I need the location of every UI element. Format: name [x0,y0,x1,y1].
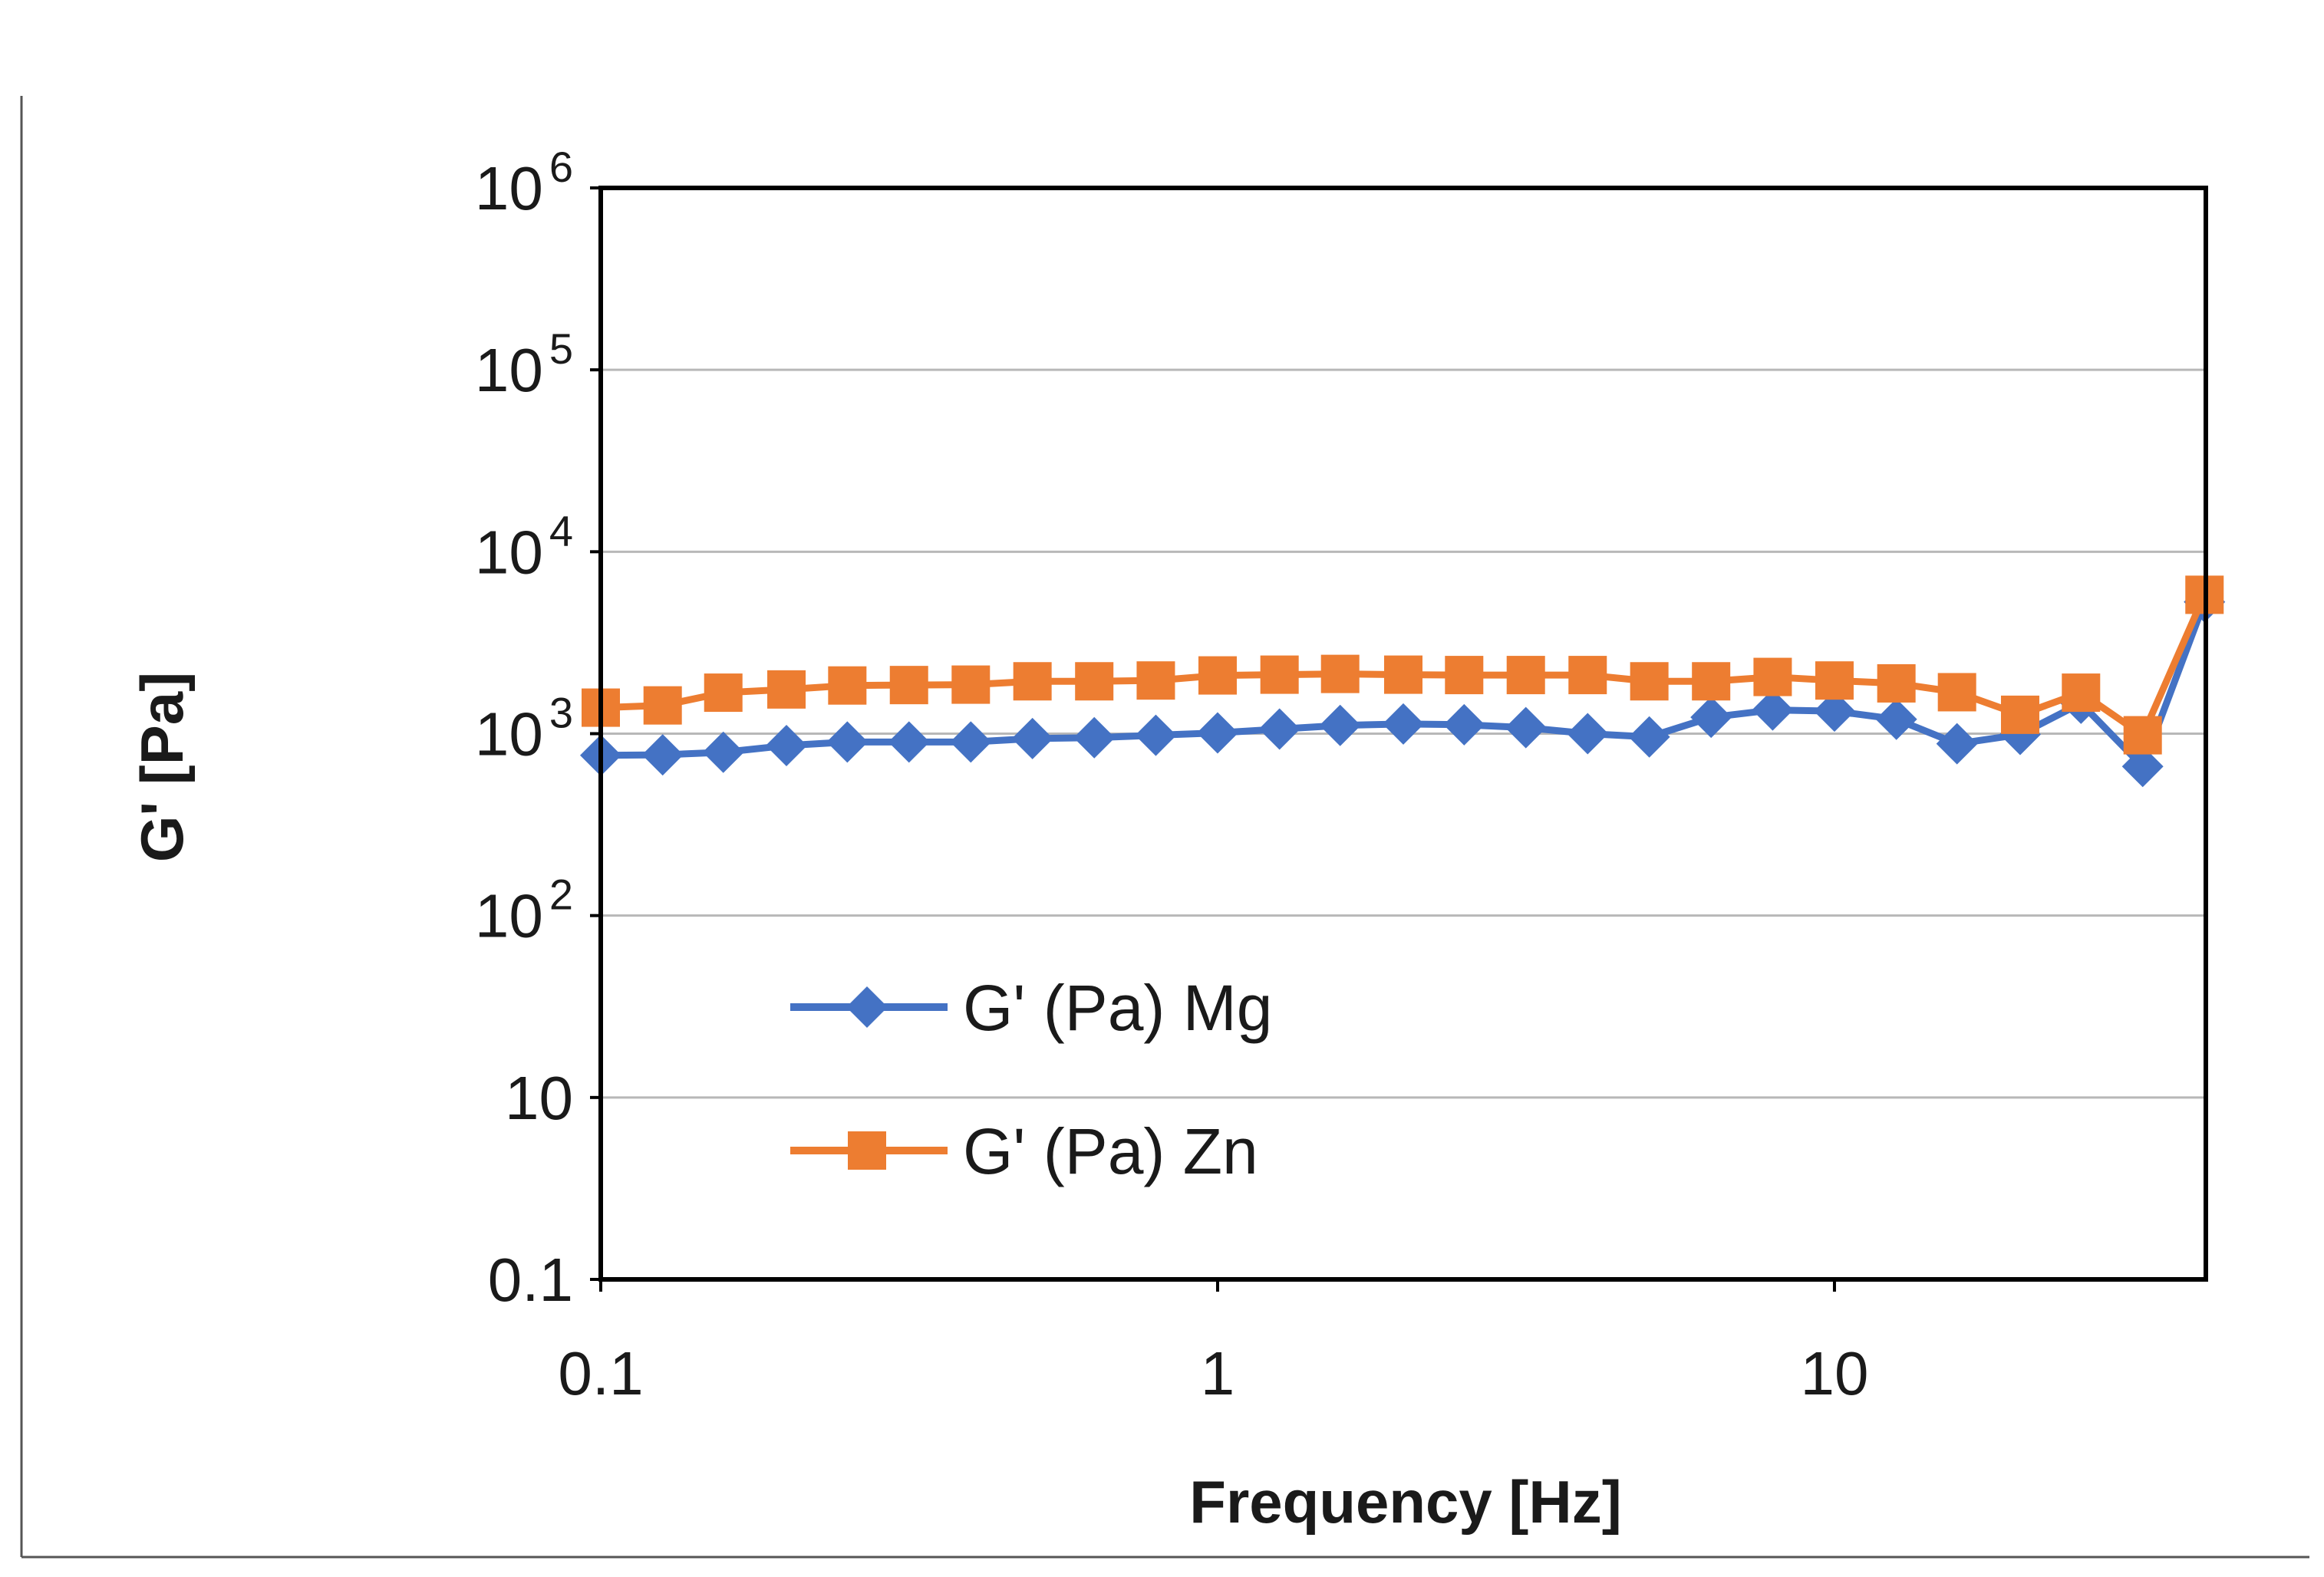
data-point [1628,716,1670,758]
y-tick-label: 10 4 [475,506,573,586]
y-tick-label: 10 3 [475,689,573,769]
data-point [767,670,806,709]
legend-marker [848,1131,886,1170]
data-point [1690,696,1732,739]
y-axis-title: G' [Pa] [128,672,196,862]
data-point [1075,662,1114,701]
series-layer [580,575,2226,788]
data-point [1196,712,1238,754]
data-point [950,721,992,763]
data-point [1011,717,1053,759]
data-point [1384,655,1422,694]
data-point [1445,656,1484,695]
data-point [888,721,930,763]
data-point [1198,656,1237,695]
y-tick-label: 10 [505,1064,573,1132]
data-point [1443,703,1485,746]
data-point [1753,657,1792,696]
data-point [1692,662,1731,701]
data-point [951,665,991,704]
data-point [1135,714,1177,756]
data-point [1813,690,1855,733]
data-point [766,725,808,767]
data-point [1506,656,1545,695]
data-point [1630,662,1669,701]
data-point [1136,661,1175,700]
data-point [889,666,928,705]
data-point [704,673,743,713]
y-tick-label: 10 6 [475,143,573,222]
data-point [1258,708,1300,750]
data-point [1752,689,1794,731]
data-point [1260,655,1299,694]
data-point [2121,746,2164,788]
data-point [1319,704,1361,746]
legend-item: G' (Pa) Mg [790,972,1272,1044]
data-point [1877,663,1916,703]
x-tick-label: 0.1 [558,1339,643,1407]
data-point [828,666,867,705]
data-point [1013,662,1052,701]
data-point [1383,703,1424,745]
data-point [643,686,682,725]
data-point [1875,698,1917,740]
legend: G' (Pa) Mg G' (Pa) Zn [790,972,1272,1187]
legend-label: G' (Pa) Mg [963,972,1272,1044]
x-axis-title: Frequency [Hz] [1189,1468,1621,1536]
series-1 [580,581,2226,788]
data-point [1937,673,1976,712]
series-2 [582,575,2224,755]
legend-label: G' (Pa) Zn [963,1115,1258,1187]
data-point [2123,716,2162,755]
x-axis-ticks: 0.1 1 10 [558,1279,1868,1407]
y-tick-label: 10 2 [475,871,573,950]
legend-marker [846,986,888,1028]
data-point [641,734,684,776]
data-point [1567,713,1609,755]
data-point [1936,723,1978,765]
data-point [2062,673,2101,713]
x-tick-label: 1 [1201,1339,1235,1407]
x-tick-label: 10 [1800,1339,1868,1407]
data-point [702,731,744,773]
data-point [1815,661,1854,700]
y-tick-label: 10 5 [475,324,573,404]
legend-item: G' (Pa) Zn [790,1115,1258,1187]
data-point [826,721,869,763]
data-point [1320,654,1360,693]
data-point [1073,716,1116,759]
data-point [1505,706,1547,749]
data-point [1568,656,1607,695]
data-point [2000,695,2039,734]
y-tick-label: 0.1 [488,1246,573,1314]
